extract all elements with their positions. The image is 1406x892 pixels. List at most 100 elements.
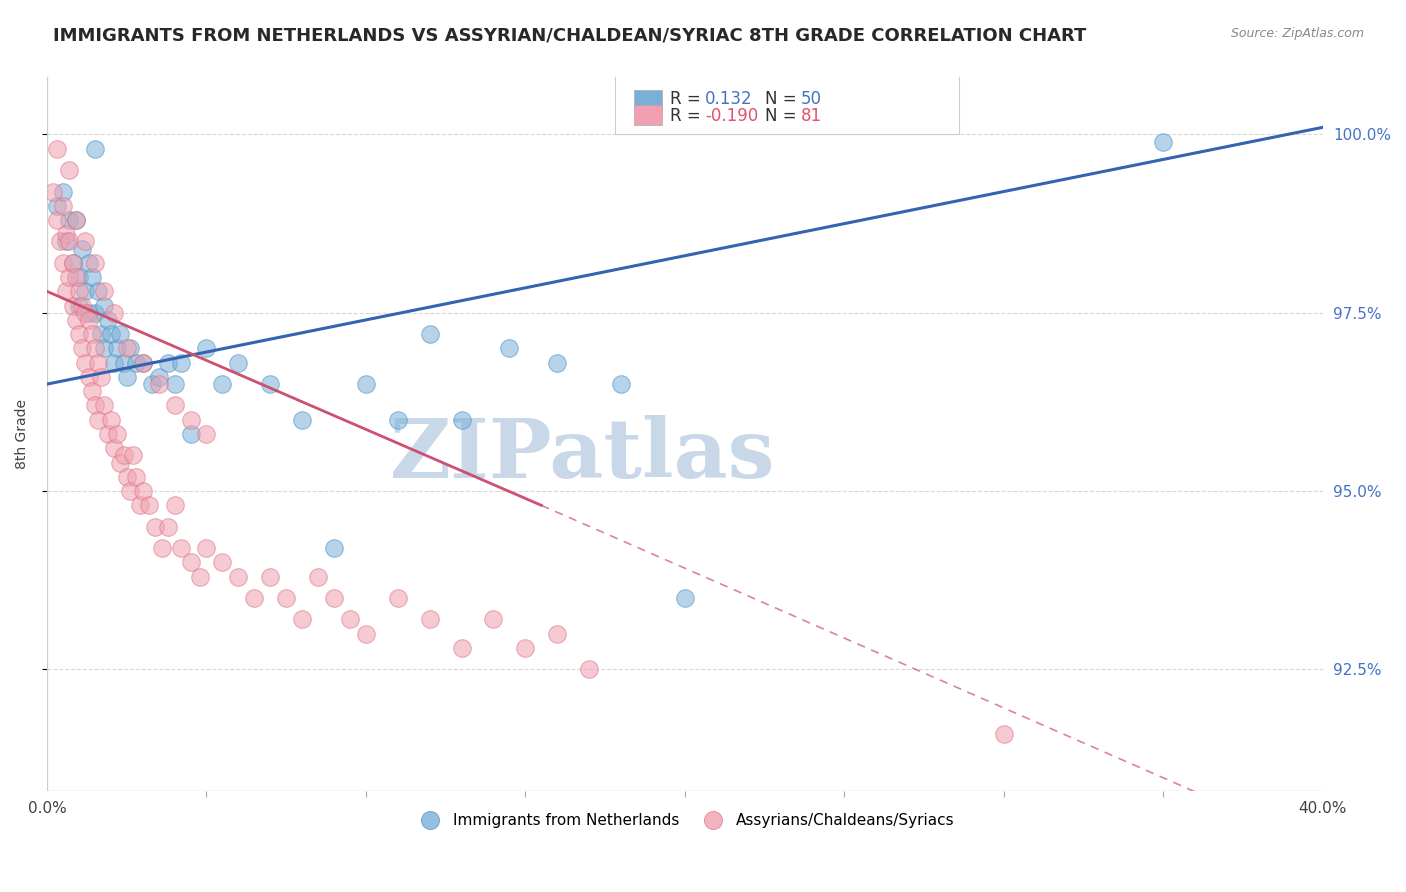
Point <box>77 370 100 384</box>
Point <box>67 270 90 285</box>
Point <box>103 442 125 456</box>
Point <box>55 227 77 242</box>
Point <box>62 256 84 270</box>
Point <box>276 591 298 605</box>
Point <box>100 413 122 427</box>
Point <box>163 377 186 392</box>
Point <box>100 327 122 342</box>
Point <box>163 499 186 513</box>
Point <box>132 484 155 499</box>
FancyBboxPatch shape <box>634 105 662 125</box>
Point <box>87 413 110 427</box>
Point <box>150 541 173 555</box>
Point <box>118 342 141 356</box>
Point <box>62 256 84 270</box>
Point <box>157 356 180 370</box>
Point <box>62 299 84 313</box>
Point <box>83 342 105 356</box>
Point <box>80 384 103 399</box>
Point <box>93 342 115 356</box>
Point <box>42 185 65 199</box>
Point <box>578 662 600 676</box>
Point <box>195 541 218 555</box>
Point <box>45 213 67 227</box>
Point <box>75 306 97 320</box>
Point <box>419 327 441 342</box>
Point <box>125 470 148 484</box>
Point <box>419 612 441 626</box>
Point <box>52 185 75 199</box>
Point <box>498 342 520 356</box>
Point <box>83 399 105 413</box>
Point <box>163 399 186 413</box>
Point <box>83 306 105 320</box>
Point <box>118 484 141 499</box>
Point <box>195 427 218 442</box>
Point <box>138 499 160 513</box>
Point <box>52 256 75 270</box>
Point <box>188 569 211 583</box>
Point <box>77 313 100 327</box>
Point <box>211 555 233 569</box>
Point <box>80 327 103 342</box>
Text: N =: N = <box>765 90 801 108</box>
Point <box>450 413 472 427</box>
Point <box>93 399 115 413</box>
Point <box>387 413 409 427</box>
Point <box>128 499 150 513</box>
Point <box>307 569 329 583</box>
Point <box>993 726 1015 740</box>
Point <box>115 470 138 484</box>
Point <box>125 356 148 370</box>
Point <box>77 306 100 320</box>
Point <box>145 519 167 533</box>
Point <box>58 163 80 178</box>
Point <box>112 356 135 370</box>
Point <box>55 235 77 249</box>
Point <box>243 591 266 605</box>
Point <box>387 591 409 605</box>
Point <box>673 591 696 605</box>
Point <box>546 356 568 370</box>
Point <box>49 235 72 249</box>
Point <box>67 285 90 299</box>
Point <box>291 612 314 626</box>
Point <box>115 370 138 384</box>
Point <box>70 242 93 256</box>
Point <box>132 356 155 370</box>
FancyBboxPatch shape <box>634 89 662 110</box>
Point <box>610 377 633 392</box>
Point <box>67 327 90 342</box>
Point <box>65 213 87 227</box>
Point <box>105 342 128 356</box>
Point <box>354 377 377 392</box>
FancyBboxPatch shape <box>614 74 959 135</box>
Point <box>170 541 193 555</box>
Point <box>67 299 90 313</box>
Text: R =: R = <box>669 90 706 108</box>
Point <box>65 313 87 327</box>
Point <box>45 142 67 156</box>
Point <box>58 213 80 227</box>
Point <box>323 541 346 555</box>
Point <box>122 449 145 463</box>
Point <box>58 235 80 249</box>
Point <box>58 270 80 285</box>
Point <box>354 626 377 640</box>
Point <box>83 256 105 270</box>
Text: 50: 50 <box>801 90 823 108</box>
Text: Source: ZipAtlas.com: Source: ZipAtlas.com <box>1230 27 1364 40</box>
Point <box>450 640 472 655</box>
Text: 81: 81 <box>801 107 823 125</box>
Point <box>65 270 87 285</box>
Point <box>97 313 120 327</box>
Point <box>259 377 281 392</box>
Point <box>97 427 120 442</box>
Point <box>93 285 115 299</box>
Point <box>482 612 505 626</box>
Point <box>546 626 568 640</box>
Point <box>1152 135 1174 149</box>
Point <box>83 142 105 156</box>
Point <box>93 299 115 313</box>
Point <box>87 285 110 299</box>
